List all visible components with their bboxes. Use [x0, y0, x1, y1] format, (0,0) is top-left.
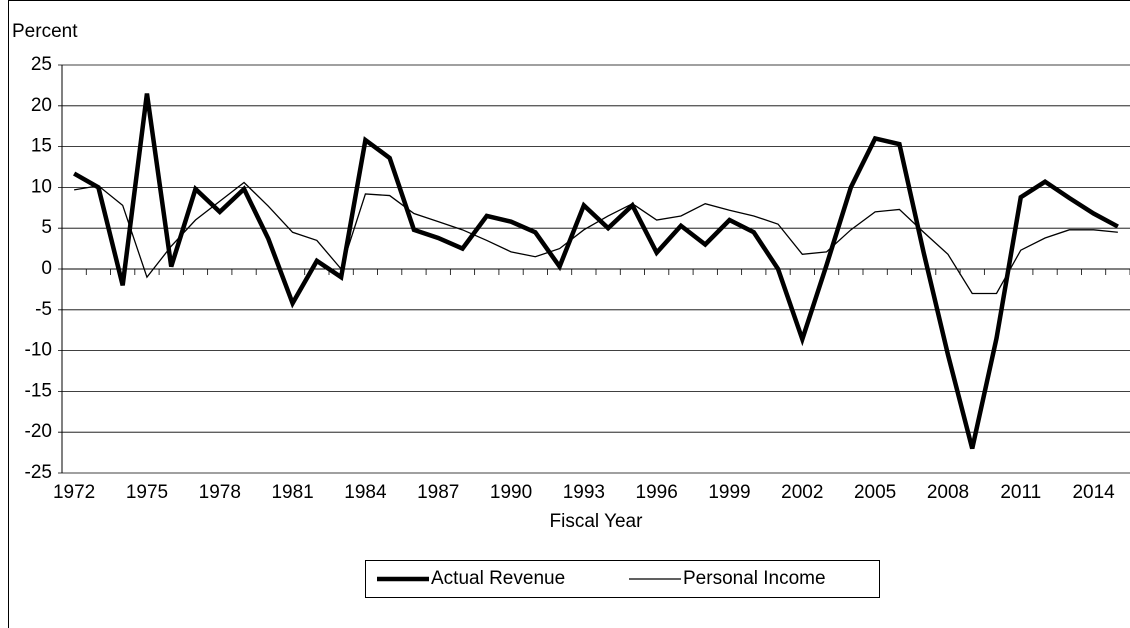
- x-tick-label: 2011: [1000, 482, 1041, 503]
- x-tick-label: 2002: [781, 482, 823, 503]
- y-tick-label: -5: [35, 299, 52, 320]
- x-tick-label: 2014: [1072, 482, 1115, 503]
- x-tick-label: 1993: [563, 482, 605, 503]
- y-tick-label: 15: [31, 136, 52, 157]
- y-tick-label: -20: [25, 421, 52, 442]
- x-tick-label: 1990: [490, 482, 532, 503]
- y-tick-label: 20: [31, 95, 52, 116]
- y-tick-label: -10: [25, 340, 52, 361]
- y-tick-label: 0: [41, 258, 52, 279]
- x-tick-label: 1972: [53, 482, 95, 503]
- y-tick-label: 10: [31, 176, 52, 197]
- y-tick-label: -15: [25, 380, 52, 401]
- x-tick-label: 2008: [927, 482, 969, 503]
- x-tick-label: 1978: [199, 482, 241, 503]
- series-line: [73, 93, 1119, 450]
- x-tick-label: 1981: [271, 482, 313, 503]
- y-axis-label: Percent: [12, 21, 78, 42]
- x-tick-label: 1984: [344, 482, 387, 503]
- x-axis-label: Fiscal Year: [550, 511, 644, 532]
- x-tick-label: 1999: [708, 482, 750, 503]
- legend-box: [365, 560, 880, 598]
- x-tick-label: 2005: [854, 482, 896, 503]
- x-tick-label: 1975: [126, 482, 168, 503]
- series-line: [74, 181, 1118, 295]
- y-tick-label: 25: [31, 54, 52, 75]
- y-tick-label: 5: [41, 217, 52, 238]
- x-tick-label: 1987: [417, 482, 459, 503]
- legend-label: Personal Income: [683, 568, 826, 589]
- x-tick-label: 1996: [636, 482, 678, 503]
- y-tick-label: -25: [25, 462, 52, 483]
- legend-label: Actual Revenue: [431, 568, 565, 589]
